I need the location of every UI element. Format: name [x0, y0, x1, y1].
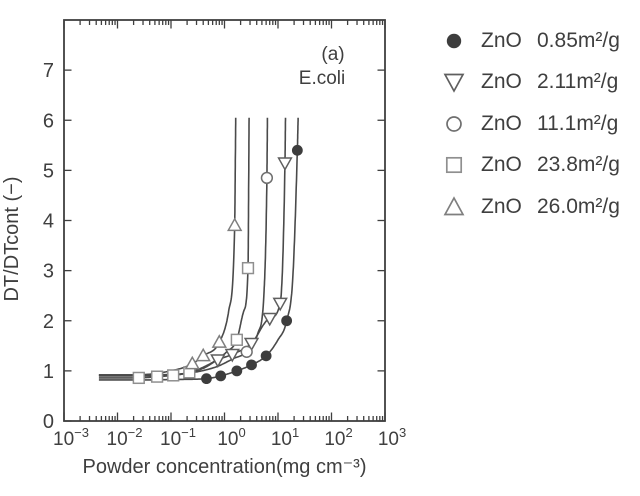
data-point [224, 348, 240, 363]
x-tick-label: 10−1 [160, 425, 196, 450]
organism-label: E.coli [298, 68, 346, 89]
y-tick-labels: 0 1 2 3 4 5 6 7 [43, 60, 54, 433]
data-point [184, 355, 200, 370]
series-circle-filled [201, 144, 303, 385]
legend-triangle-up-open-icon [443, 195, 465, 216]
data-point [201, 373, 212, 385]
data-point [277, 157, 293, 171]
data-point [240, 345, 253, 358]
data-point [230, 333, 243, 346]
legend-item: ZnO 26.0m²/g [441, 186, 620, 228]
y-tick-label: 3 [43, 261, 54, 283]
legend-material: ZnO [481, 70, 522, 94]
x-tick-label: 102 [324, 425, 352, 450]
series-triangle-up-open [184, 217, 243, 370]
data-point [246, 359, 257, 371]
x-tick-label: 10−2 [107, 425, 143, 450]
x-tick-label: 10−3 [53, 425, 89, 450]
data-point [150, 370, 164, 383]
data-point [211, 334, 227, 348]
data-point [262, 312, 278, 327]
y-tick-label: 1 [43, 361, 54, 383]
data-point [227, 217, 243, 232]
x-axis-label: Powder concentration(mg cm⁻³) [82, 456, 367, 478]
curve-circle-filled [98, 117, 299, 381]
data-point [231, 365, 243, 377]
legend-circle-filled-icon [446, 33, 462, 48]
legend-surface-area: 26.0m²/g [537, 194, 620, 218]
data-point [215, 370, 227, 382]
legend-surface-area: 11.1m²/g [537, 111, 619, 135]
legend-item: ZnO 2.11m²/g [441, 62, 620, 104]
data-point [167, 369, 180, 382]
data-point [291, 144, 303, 156]
y-axis-ticks [64, 69, 385, 422]
curve-square-open [98, 117, 250, 379]
data-point [260, 350, 272, 362]
data-point [243, 337, 260, 352]
data-point [195, 347, 211, 362]
legend-material: ZnO [481, 194, 522, 218]
x-tick-label: 100 [217, 425, 245, 450]
panel-label: (a) [321, 44, 345, 65]
legend-material: ZnO [481, 153, 522, 177]
legend-triangle-down-open-icon [443, 73, 465, 94]
legend-surface-area: 2.11m²/g [537, 70, 619, 94]
legend-material: ZnO [481, 28, 522, 52]
legend-surface-area: 23.8m²/g [537, 153, 620, 177]
y-tick-label: 7 [43, 60, 54, 82]
legend-square-open-icon [445, 157, 463, 174]
x-axis-ticks [63, 20, 386, 421]
data-point [132, 371, 145, 385]
legend: ZnO 0.85m²/g ZnO 2.11m²/g ZnO 11.1m²/g ZnO 23.8… [441, 20, 620, 228]
y-tick-label: 5 [43, 160, 54, 182]
y-tick-label: 2 [43, 311, 54, 333]
y-tick-label: 6 [43, 110, 54, 132]
data-point [260, 171, 274, 185]
data-point [241, 261, 255, 275]
y-tick-label: 4 [43, 211, 54, 233]
x-tick-label: 103 [378, 425, 406, 450]
legend-item: ZnO 11.1m²/g [441, 103, 620, 145]
y-axis-label: DT/DTcont (−) [1, 176, 23, 302]
x-tick-label: 101 [271, 425, 299, 450]
legend-item: ZnO 23.8m²/g [441, 145, 620, 187]
data-point [210, 354, 226, 368]
legend-circle-open-icon [446, 115, 462, 132]
data-point [281, 315, 293, 327]
series-square-open [132, 261, 255, 385]
legend-material: ZnO [481, 111, 522, 135]
x-tick-labels: 10−3 10−2 10−1 100 101 102 103 [53, 425, 406, 450]
y-tick-label: 0 [43, 411, 54, 433]
legend-item: ZnO 0.85m²/g [441, 20, 620, 62]
series-triangle-down-open [210, 157, 293, 368]
legend-surface-area: 0.85m²/g [537, 28, 620, 52]
data-point [272, 297, 288, 312]
curve-triangle-up-open [98, 117, 237, 376]
series-circle-open [240, 171, 274, 358]
